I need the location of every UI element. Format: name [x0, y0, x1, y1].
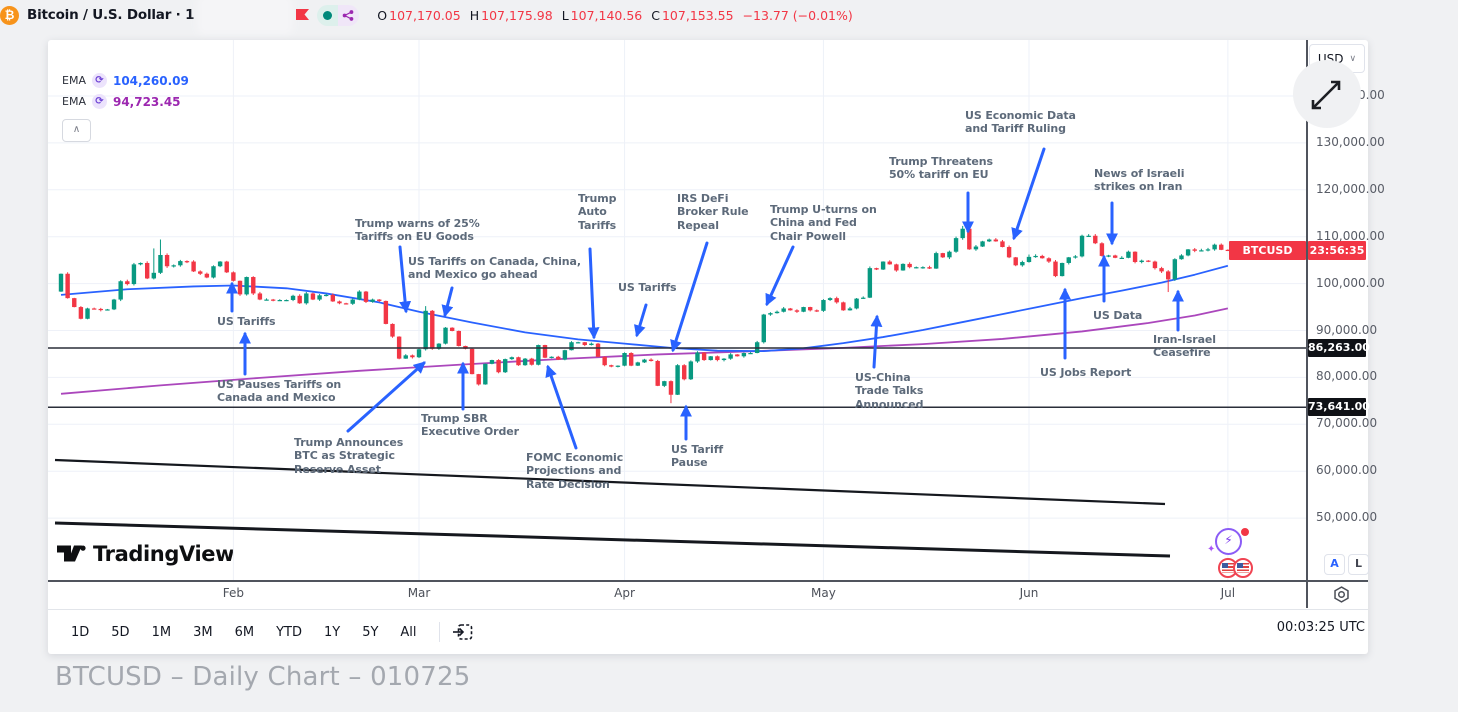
annotation-us-pauses-tariffs[interactable]: US Pauses Tariffs on Canada and Mexico — [217, 378, 342, 405]
range-button-5y[interactable]: 5Y — [353, 621, 387, 644]
toolbar-divider — [438, 622, 440, 642]
time-tick-mar: Mar — [407, 586, 431, 600]
status-pill[interactable] — [317, 4, 360, 26]
expand-arrows-icon — [1311, 80, 1341, 110]
flag-icon[interactable] — [296, 8, 310, 22]
price-level-badge: 73,641.00 — [1308, 398, 1370, 417]
time-tick-jun: Jun — [1019, 586, 1039, 600]
ohlc-change: −13.77 (−0.01%) — [742, 7, 853, 23]
range-toolbar: 1D 5D 1M 3M 6M YTD 1Y 5Y All — [48, 610, 1307, 654]
ohlc-key: C — [651, 7, 660, 23]
tradingview-watermark-text: TradingView — [93, 542, 235, 566]
time-tick-apr: Apr — [614, 586, 635, 600]
share-icon — [342, 9, 354, 21]
annotation-iran-israel-ceasefire[interactable]: Iran-Israel Ceasefire — [1153, 333, 1216, 360]
time-tick-may: May — [811, 586, 836, 600]
time-axis-settings-icon[interactable] — [1333, 586, 1350, 603]
ohlc-value: 107,140.56 — [570, 7, 643, 23]
price-tick-label: 60,000.00 — [1316, 463, 1378, 478]
ema-refresh-icon: ⟳ — [91, 94, 107, 109]
annotation-us-data[interactable]: US Data — [1093, 309, 1143, 322]
range-button-5d[interactable]: 5D — [102, 621, 138, 644]
toolbar-separator — [48, 609, 1368, 610]
price-tick-label: 120,000.00 — [1316, 181, 1385, 196]
time-tick-jul: Jul — [1220, 586, 1236, 600]
symbol-price-badge: BTCUSD — [1229, 240, 1306, 260]
annotation-fomc[interactable]: FOMC Economic Projections and Rate Decis… — [526, 451, 624, 491]
log-scale-button[interactable]: L — [1348, 554, 1369, 575]
countdown-badge: 23:56:35 — [1308, 240, 1366, 260]
blurred-region — [202, 0, 289, 30]
time-tick-feb: Feb — [222, 586, 244, 600]
annotation-us-tariffs-go-ahead[interactable]: US Tariffs on Canada, China, and Mexico … — [408, 255, 581, 282]
ema-label: EMA — [62, 74, 86, 87]
ohlc-values: O 107,170.05 H 107,175.98 L 107,140.56 C 107,15… — [377, 8, 852, 23]
annotation-us-tariffs-apr[interactable]: US Tariffs — [618, 281, 677, 294]
fullscreen-button[interactable] — [1293, 60, 1361, 128]
collapse-legend-button[interactable]: ∧ — [62, 119, 91, 142]
symbol-header: ₿ Bitcoin / U.S. Dollar · 1 O 107,170.05 H… — [0, 0, 1458, 30]
go-to-date-icon[interactable] — [452, 622, 474, 642]
range-button-ytd[interactable]: YTD — [267, 621, 311, 644]
sparkle-icon: ✦ — [1207, 544, 1216, 555]
ema-value: 94,723.45 — [112, 94, 181, 109]
tradingview-logo-icon — [57, 545, 86, 562]
chevron-down-icon: ∨ — [1349, 53, 1357, 64]
ohlc-key: L — [561, 7, 569, 23]
annotation-irs-defi-repeal[interactable]: IRS DeFi Broker Rule Repeal — [677, 192, 749, 232]
price-tick-label: 90,000.00 — [1316, 322, 1378, 337]
ohlc-key: O — [377, 7, 388, 23]
notification-dot-icon — [1240, 527, 1250, 537]
auto-scale-button[interactable]: A — [1324, 554, 1345, 575]
price-axis-border — [1306, 40, 1308, 608]
range-button-6m[interactable]: 6M — [226, 621, 264, 644]
ohlc-value: 107,175.98 — [481, 7, 553, 23]
range-button-1d[interactable]: 1D — [62, 621, 98, 644]
image-caption: BTCUSD – Daily Chart – 010725 — [55, 662, 471, 692]
range-button-1m[interactable]: 1M — [143, 621, 181, 644]
ema-legend-fast[interactable]: EMA ⟳ 104,260.09 — [62, 73, 189, 88]
news-flash-icon[interactable]: ⚡ — [1215, 528, 1242, 555]
price-tick-label: 100,000.00 — [1316, 275, 1385, 290]
ohlc-value: 107,153.55 — [661, 7, 734, 23]
annotation-trump-50-eu[interactable]: Trump Threatens 50% tariff on EU — [889, 155, 993, 182]
price-tick-label: 50,000.00 — [1316, 510, 1378, 525]
tradingview-watermark: TradingView — [57, 542, 234, 566]
range-button-3m[interactable]: 3M — [184, 621, 222, 644]
ohlc-key: H — [469, 7, 480, 23]
annotation-us-tariffs-feb[interactable]: US Tariffs — [217, 315, 276, 328]
annotation-us-jobs-report[interactable]: US Jobs Report — [1040, 366, 1132, 379]
range-button-1y[interactable]: 1Y — [315, 621, 349, 644]
price-tick-label: 130,000.00 — [1316, 134, 1385, 149]
ohlc-value: 107,170.05 — [389, 7, 461, 23]
bitcoin-logo-icon: ₿ — [0, 5, 19, 25]
us-economic-event-icon[interactable] — [1233, 558, 1253, 578]
annotation-israel-strikes[interactable]: News of Israeli strikes on Iran — [1094, 167, 1185, 194]
ema-legend-slow[interactable]: EMA ⟳ 94,723.45 — [62, 94, 181, 109]
annotation-trump-sbr-order[interactable]: Trump SBR Executive Order — [421, 412, 519, 439]
symbol-title[interactable]: Bitcoin / U.S. Dollar · 1 — [27, 7, 195, 23]
time-axis-border — [48, 580, 1368, 582]
annotation-us-china-talks[interactable]: US-China Trade Talks Announced — [855, 371, 924, 411]
ema-refresh-icon: ⟳ — [91, 73, 107, 88]
range-button-all[interactable]: All — [391, 621, 425, 644]
utc-clock[interactable]: 00:03:25 UTC — [1276, 620, 1365, 635]
annotation-us-econ-tariff-ruling[interactable]: US Economic Data and Tariff Ruling — [965, 109, 1076, 136]
price-tick-label: 70,000.00 — [1316, 416, 1378, 431]
annotation-trump-uturn[interactable]: Trump U-turns on China and Fed Chair Pow… — [770, 203, 877, 243]
price-level-badge: 86,263.00 — [1308, 339, 1370, 358]
annotation-us-tariff-pause[interactable]: US Tariff Pause — [671, 443, 724, 470]
annotation-trump-warns-25[interactable]: Trump warns of 25% Tariffs on EU Goods — [355, 217, 480, 244]
ema-value: 104,260.09 — [112, 73, 189, 88]
annotation-trump-btc-reserve[interactable]: Trump Announces BTC as Strategic Reserve… — [294, 436, 404, 476]
market-status-dot-icon — [322, 10, 332, 20]
annotation-trump-auto-tariffs[interactable]: Trump Auto Tariffs — [578, 192, 617, 232]
price-tick-label: 110,000.00 — [1316, 228, 1385, 243]
ema-label: EMA — [62, 95, 86, 108]
price-tick-label: 80,000.00 — [1316, 369, 1378, 384]
